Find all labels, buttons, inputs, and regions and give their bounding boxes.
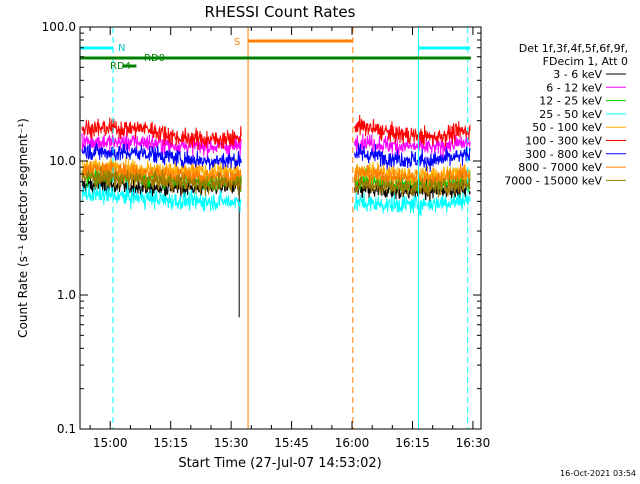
series-line-25-50-kev-before bbox=[81, 182, 242, 213]
series-line-800-7000-kev-after bbox=[354, 163, 471, 189]
legend-label-100-300-kev: 100 - 300 keV bbox=[525, 135, 602, 148]
x-tick-label: 16:30 bbox=[456, 436, 491, 450]
y-axis-label: Count Rate (s⁻¹ detector segment⁻¹) bbox=[16, 118, 30, 338]
y-tick-label: 1.0 bbox=[57, 288, 76, 302]
plot-frame bbox=[79, 26, 482, 430]
saa-label: S bbox=[234, 37, 240, 48]
x-tick-label: 16:15 bbox=[395, 436, 430, 450]
footer-timestamp: 16-Oct-2021 03:54 bbox=[560, 469, 636, 478]
night-label: N bbox=[118, 43, 125, 54]
legend-label-50-100-kev: 50 - 100 keV bbox=[532, 121, 602, 134]
legend-label-300-800-kev: 300 - 800 keV bbox=[525, 148, 602, 161]
y-tick-label: 10.0 bbox=[49, 154, 76, 168]
x-tick-label: 16:00 bbox=[335, 436, 370, 450]
legend-label-6-12-kev: 6 - 12 keV bbox=[546, 81, 602, 94]
legend-header-line-2: FDecim 1, Att 0 bbox=[543, 55, 628, 68]
series-line-7000-15000-kev-before bbox=[81, 166, 242, 196]
y-tick-label: 100.0 bbox=[42, 20, 76, 34]
series-line-100-300-kev-after bbox=[354, 114, 471, 147]
x-tick-label: 15:15 bbox=[153, 436, 188, 450]
series-line-300-800-kev-after bbox=[354, 143, 471, 172]
x-tick-label: 15:45 bbox=[274, 436, 309, 450]
x-tick-label: 15:00 bbox=[93, 436, 128, 450]
series-line-25-50-kev-after bbox=[354, 191, 471, 217]
legend-label-25-50-kev: 25 - 50 keV bbox=[539, 108, 602, 121]
series-line-7000-15000-kev-after bbox=[354, 173, 471, 198]
series-line-12-25-kev-after bbox=[354, 168, 471, 193]
series-line-300-800-kev-before bbox=[81, 142, 242, 171]
x-axis-label: Start Time (27-Jul-07 14:53:02) bbox=[178, 456, 381, 471]
series-line-6-12-kev-before bbox=[81, 130, 242, 161]
legend-label-12-25-kev: 12 - 25 keV bbox=[539, 95, 602, 108]
y-tick-label: 0.1 bbox=[57, 422, 76, 436]
legend-label-7000-15000-kev: 7000 - 15000 keV bbox=[504, 174, 602, 187]
series-line-6-12-kev-after bbox=[354, 130, 471, 159]
x-tick-label: 15:30 bbox=[214, 436, 249, 450]
legend-header-line-1: Det 1f,3f,4f,5f,6f,9f, bbox=[519, 42, 628, 55]
axis-layer: 100.0 10.0 1.0 0.1 15:00 15:15 15:30 15:45 16:00… bbox=[42, 20, 491, 450]
series-line-100-300-kev-before bbox=[81, 117, 242, 151]
series-layer bbox=[81, 114, 471, 318]
chart-title: RHESSI Count Rates bbox=[205, 3, 356, 21]
legend-label-3-6-kev: 3 - 6 keV bbox=[553, 68, 602, 81]
rd4-label: RD4 bbox=[110, 61, 131, 72]
legend-label-800-7000-kev: 800 - 7000 keV bbox=[518, 161, 602, 174]
rd0-label: RD0 bbox=[144, 53, 165, 64]
